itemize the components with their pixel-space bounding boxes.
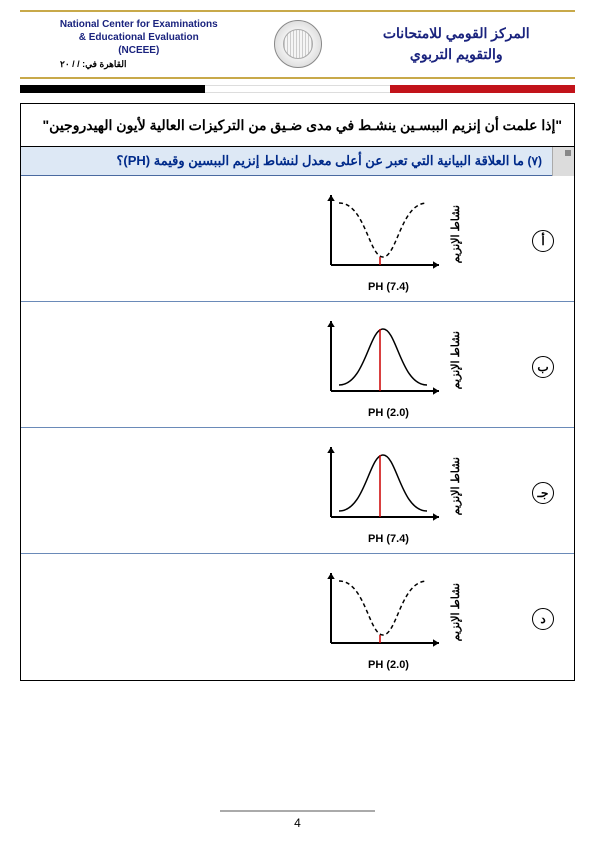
option-label: ب (532, 356, 554, 378)
flag-red (390, 85, 575, 93)
context-text: "إذا علمت أن إنزيم الببسـين ينشـط في مدى… (21, 104, 574, 148)
options-area: أ نشاط الإنزيم PH (7.4) ب نشاط الإنزيم PH (… (21, 176, 574, 680)
question-number-stub (552, 147, 574, 176)
question-number: (٧) (528, 154, 542, 168)
y-axis-arrow-icon (327, 447, 335, 453)
x-axis-arrow-icon (433, 261, 439, 269)
content-area: "إذا علمت أن إنزيم الببسـين ينشـط في مدى… (0, 93, 595, 682)
option-label: جـ (532, 482, 554, 504)
page-number: 4 (294, 816, 301, 830)
x-axis-label: PH (2.0) (368, 659, 409, 671)
option-row[interactable]: ب نشاط الإنزيم PH (2.0) (21, 302, 574, 428)
question-text: ما العلاقة البيانية التي تعبر عن أعلى مع… (117, 153, 524, 168)
option-chart: نشاط الإنزيم PH (2.0) (315, 315, 462, 419)
seal-icon (274, 20, 322, 68)
y-axis-arrow-icon (327, 195, 335, 201)
chart-holder (315, 441, 445, 531)
page-footer: 4 (0, 810, 595, 830)
x-axis-arrow-icon (433, 513, 439, 521)
y-axis-label: نشاط الإنزيم (449, 331, 462, 389)
org-en-line1: National Center for Examinations (20, 18, 258, 31)
question-bar: (٧) ما العلاقة البيانية التي تعبر عن أعل… (21, 147, 574, 176)
page-header: National Center for Examinations & Educa… (0, 0, 595, 93)
flag-bar (20, 85, 575, 93)
header-row: National Center for Examinations & Educa… (20, 14, 575, 75)
option-row[interactable]: د نشاط الإنزيم PH (2.0) (21, 554, 574, 680)
chart-svg (315, 189, 445, 279)
y-axis-arrow-icon (327, 573, 335, 579)
option-chart: نشاط الإنزيم PH (7.4) (315, 189, 462, 293)
flag-black (20, 85, 205, 93)
org-ar-line1: المركز القومي للامتحانات (338, 23, 576, 44)
chart-holder (315, 315, 445, 405)
rule-top-2 (20, 77, 575, 79)
x-axis-arrow-icon (433, 387, 439, 395)
y-axis-arrow-icon (327, 321, 335, 327)
chart-svg (315, 441, 445, 531)
option-row[interactable]: أ نشاط الإنزيم PH (7.4) (21, 176, 574, 302)
header-left: National Center for Examinations & Educa… (20, 18, 258, 71)
question-text-cell: (٧) ما العلاقة البيانية التي تعبر عن أعل… (21, 147, 552, 176)
chart-wrap: نشاط الإنزيم (315, 189, 462, 279)
x-axis-label: PH (2.0) (368, 407, 409, 419)
chart-wrap: نشاط الإنزيم (315, 567, 462, 657)
header-seal (258, 20, 338, 68)
chart-svg (315, 567, 445, 657)
curve (339, 329, 427, 385)
y-axis-label: نشاط الإنزيم (449, 205, 462, 263)
rule-top-1 (20, 10, 575, 12)
question-box: "إذا علمت أن إنزيم الببسـين ينشـط في مدى… (20, 103, 575, 682)
option-chart: نشاط الإنزيم PH (2.0) (315, 567, 462, 671)
chart-holder (315, 567, 445, 657)
org-ar-line2: والتقويم التربوي (338, 44, 576, 65)
chart-svg (315, 315, 445, 405)
chart-holder (315, 189, 445, 279)
chart-wrap: نشاط الإنزيم (315, 315, 462, 405)
header-right: المركز القومي للامتحانات والتقويم التربو… (338, 23, 576, 65)
x-axis-label: PH (7.4) (368, 281, 409, 293)
option-chart: نشاط الإنزيم PH (7.4) (315, 441, 462, 545)
y-axis-label: نشاط الإنزيم (449, 583, 462, 641)
curve (339, 581, 427, 635)
x-axis-label: PH (7.4) (368, 533, 409, 545)
chart-wrap: نشاط الإنزيم (315, 441, 462, 531)
org-en-line2: & Educational Evaluation (20, 31, 258, 44)
flag-white (205, 85, 390, 93)
option-label: أ (532, 230, 554, 252)
page-number-rule (220, 810, 375, 812)
curve (339, 203, 427, 257)
date-line: القاهرة في: / / ٢٠ (20, 59, 258, 71)
org-en-line3: (NCEEE) (20, 44, 258, 57)
curve (339, 455, 427, 511)
option-label: د (532, 608, 554, 630)
option-row[interactable]: جـ نشاط الإنزيم PH (7.4) (21, 428, 574, 554)
x-axis-arrow-icon (433, 640, 439, 648)
y-axis-label: نشاط الإنزيم (449, 457, 462, 515)
